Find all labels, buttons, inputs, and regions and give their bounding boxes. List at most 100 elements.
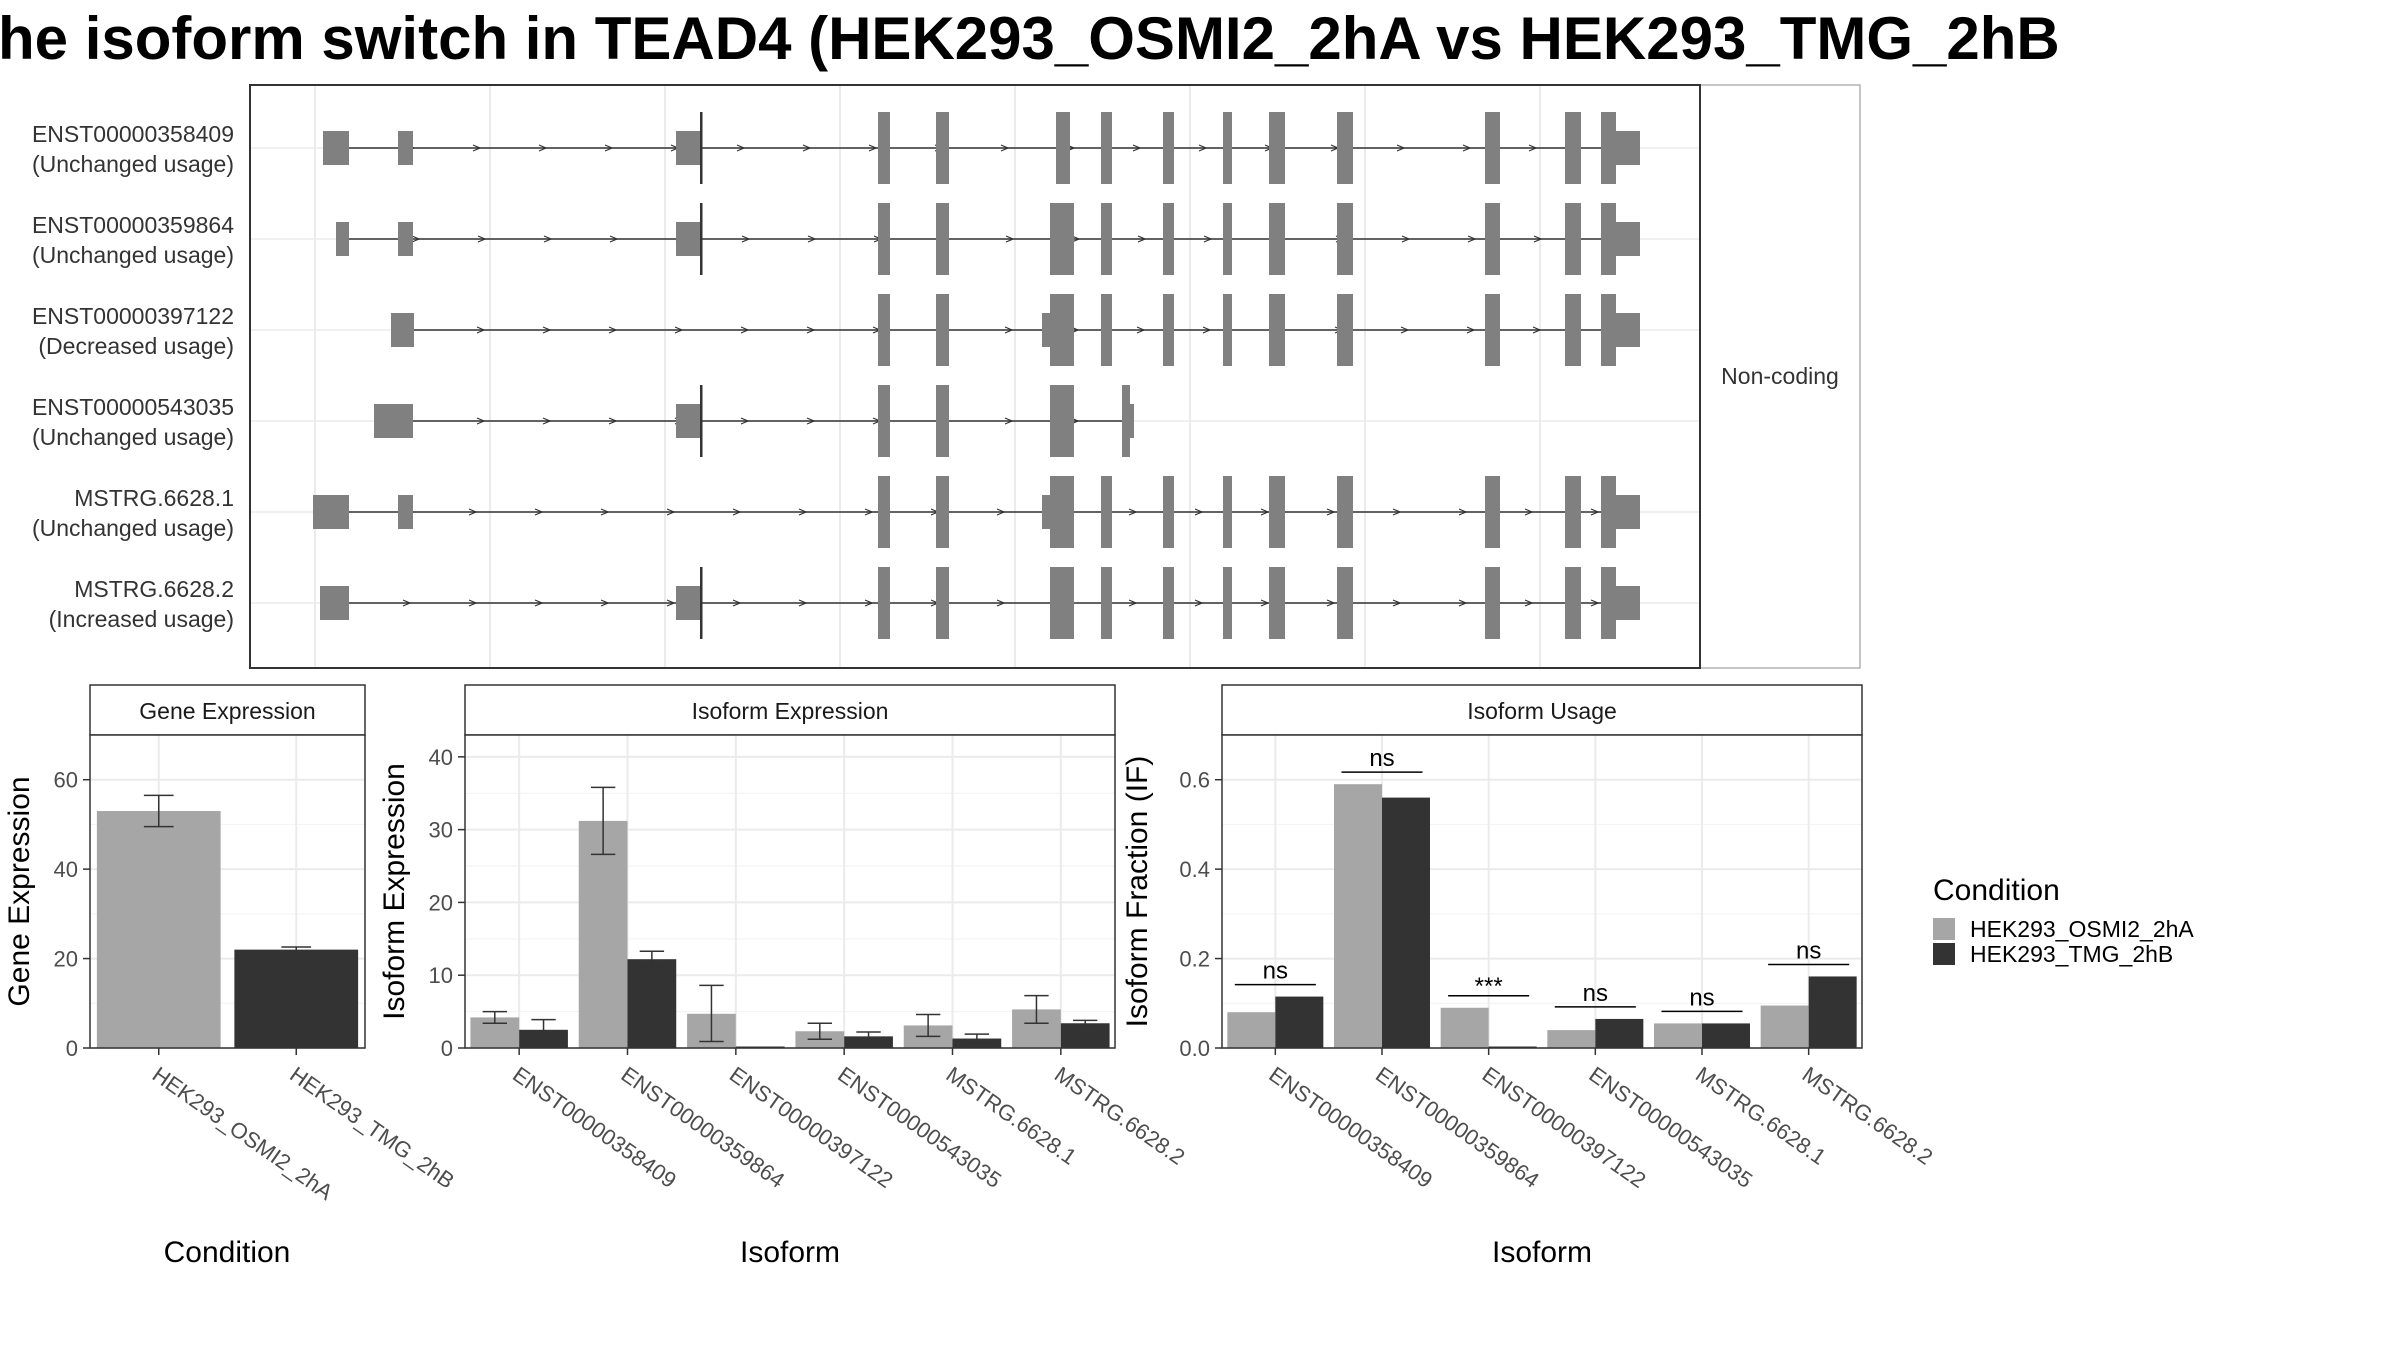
intron-arrow xyxy=(1528,144,1538,152)
panel-border xyxy=(464,734,1116,1049)
intron-arrow xyxy=(1132,144,1142,152)
exon-coding xyxy=(1050,203,1074,275)
intron-arrow xyxy=(996,599,1006,607)
intron-arrow xyxy=(608,326,618,334)
intron-arrow xyxy=(1458,508,1468,516)
significance-label: ns xyxy=(1689,984,1714,1011)
bar xyxy=(1275,996,1324,1048)
exon-coding xyxy=(1269,567,1285,639)
bar xyxy=(234,949,359,1048)
intron-arrow xyxy=(402,599,412,607)
intron-arrow xyxy=(1396,144,1406,152)
panel-background xyxy=(1222,735,1862,1048)
exon-coding xyxy=(1565,294,1581,366)
intron-arrow xyxy=(807,235,817,243)
intron-arrow xyxy=(468,508,478,516)
exon-coding xyxy=(1337,476,1353,548)
exon-coding xyxy=(1050,385,1074,457)
exon-coding xyxy=(1223,203,1232,275)
exon-coding xyxy=(1485,294,1500,366)
intron-arrow xyxy=(1198,144,1208,152)
intron-arrow xyxy=(1590,508,1600,516)
significance-label: ns xyxy=(1263,958,1288,985)
exon-coding xyxy=(878,203,890,275)
isoform-expression-panel: Isoform Expression010203040ENST000003584… xyxy=(378,684,1190,1269)
y-tick-label: 0.0 xyxy=(1179,1036,1210,1061)
exon-coding xyxy=(1337,294,1353,366)
exon-coding xyxy=(936,476,949,548)
exon-utr xyxy=(374,404,413,438)
exon-coding xyxy=(1601,203,1616,275)
exon-utr xyxy=(398,222,413,256)
exon-coding xyxy=(936,112,949,184)
intron-arrow xyxy=(534,599,544,607)
significance-label: ns xyxy=(1369,745,1394,772)
panel-border xyxy=(89,734,366,1049)
exon-coding xyxy=(1050,294,1074,366)
exon-utr xyxy=(1614,313,1640,347)
exon-coding xyxy=(1565,203,1581,275)
exon-coding xyxy=(1269,203,1285,275)
exon-coding xyxy=(936,203,949,275)
exon-coding xyxy=(1163,567,1174,639)
exon-coding xyxy=(878,476,890,548)
intron-arrow xyxy=(1004,326,1014,334)
isoform-usage-panel: Isoform Usage0.00.20.40.6nsENST000003584… xyxy=(1121,684,1937,1269)
exon-coding xyxy=(1485,112,1500,184)
exon-coding xyxy=(1050,476,1074,548)
y-tick-label: 30 xyxy=(429,818,453,843)
x-axis-title: Isoform xyxy=(740,1236,840,1269)
intron-arrow xyxy=(1136,326,1146,334)
intron-arrow xyxy=(1590,599,1600,607)
exon-utr xyxy=(336,222,349,256)
exon-coding xyxy=(1485,567,1500,639)
exon-coding xyxy=(1601,294,1616,366)
intron-arrow xyxy=(1071,235,1081,243)
intron-arrow xyxy=(802,144,812,152)
panel-strip xyxy=(1221,684,1863,736)
transcript-status-label: (Unchanged usage) xyxy=(32,515,234,541)
exon-utr xyxy=(391,313,414,347)
structure-background xyxy=(250,85,1700,668)
intron-arrow xyxy=(798,508,808,516)
intron-arrow xyxy=(1194,508,1204,516)
transcript-id-label: ENST00000543035 xyxy=(32,394,234,420)
bar xyxy=(1227,1012,1276,1048)
intron-arrow xyxy=(864,599,874,607)
intron-arrow xyxy=(1401,235,1411,243)
intron-arrow xyxy=(1462,144,1472,152)
panel-strip-label: Isoform Expression xyxy=(692,698,889,724)
exon-coding xyxy=(1101,476,1112,548)
exon-coding xyxy=(1163,294,1174,366)
strip-right-box xyxy=(1699,84,1861,669)
intron-arrow xyxy=(476,417,486,425)
intron-arrow xyxy=(600,599,610,607)
exon-coding xyxy=(1601,476,1616,548)
structure-border xyxy=(249,84,1701,669)
cds-start-marker xyxy=(700,203,703,275)
exon-utr xyxy=(320,586,349,620)
intron-arrow xyxy=(1524,508,1534,516)
intron-arrow xyxy=(1532,326,1542,334)
intron-arrow xyxy=(740,417,750,425)
y-tick-label: 0 xyxy=(66,1036,78,1061)
bar xyxy=(1760,1005,1809,1048)
exon-coding xyxy=(1485,476,1500,548)
exon-coding xyxy=(1337,112,1353,184)
transcript-status-label: (Increased usage) xyxy=(49,606,234,632)
intron-arrow xyxy=(732,599,742,607)
intron-arrow xyxy=(1128,508,1138,516)
intron-arrow xyxy=(542,326,552,334)
exon-utr xyxy=(398,495,413,529)
intron-arrow xyxy=(608,417,618,425)
transcript-status-label: (Unchanged usage) xyxy=(32,151,234,177)
intron-arrow xyxy=(472,144,482,152)
intron-arrow xyxy=(543,235,553,243)
strip-label-noncoding: Non-coding xyxy=(1721,363,1839,389)
y-tick-label: 0.6 xyxy=(1179,768,1210,793)
transcript-id-label: ENST00000358409 xyxy=(32,121,234,147)
transcript-id-label: MSTRG.6628.2 xyxy=(74,576,234,602)
exon-coding xyxy=(1223,112,1232,184)
exon-coding xyxy=(1269,476,1285,548)
